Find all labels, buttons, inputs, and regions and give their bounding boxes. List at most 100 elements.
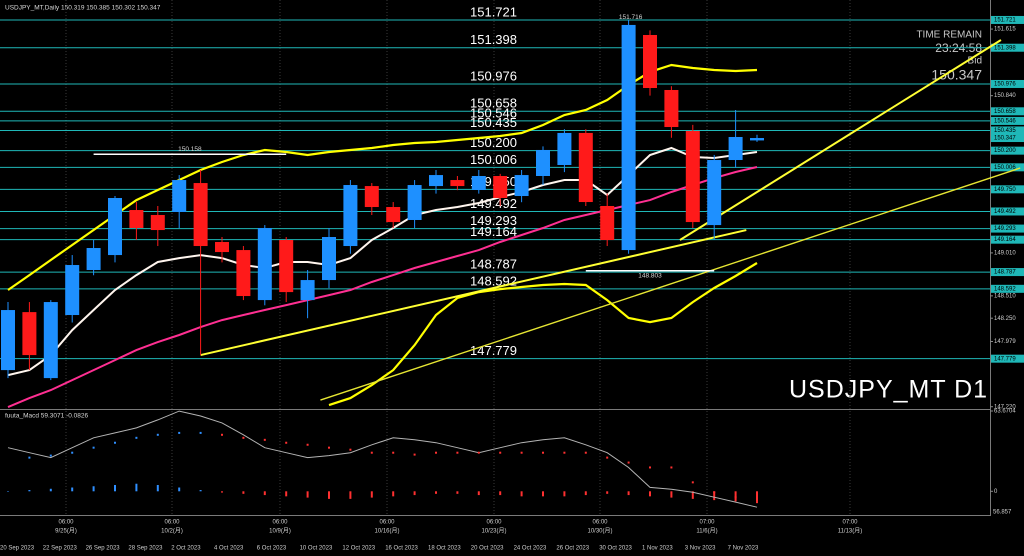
macd-histogram-bar [199,490,202,492]
candle-body [43,302,58,379]
macd-histogram-bar [563,491,566,497]
x-tick-label: 20 Oct 2023 [471,546,504,552]
separator-time: 06:00 [272,520,288,526]
separator-time: 06:00 [379,520,395,526]
separator-time: 06:00 [58,520,74,526]
level-axis-box [991,268,1024,277]
macd-dot [306,443,309,446]
macd-histogram-bar [413,491,416,496]
macd-histogram-bar [499,491,502,496]
level-label: 148.787 [470,257,517,272]
symbol-title: USDJPY_MT D1 [789,376,988,404]
macd-dot [156,433,159,436]
level-label: 150.976 [470,68,517,83]
level-label: 149.164 [470,224,517,239]
candle-body [664,89,679,128]
x-tick-label: 12 Oct 2023 [342,546,375,552]
candle-body [257,227,272,301]
macd-histogram-bar [263,491,266,496]
level-axis-label: 150.976 [994,82,1016,88]
level-label: 148.592 [470,273,517,288]
candle-body [450,180,465,187]
level-axis-label: 147.779 [994,356,1016,362]
macd-histogram-bar [28,490,31,492]
x-tick-label: 30 Oct 2023 [599,546,632,552]
macd-dot [756,501,758,504]
macd-dot [114,441,116,444]
level-label: 150.435 [470,115,517,130]
trend-line [200,229,747,357]
y-tick-label: 151.615 [994,27,1016,33]
bid-label: Bid [968,56,982,67]
x-tick-label: 20 Sep 2023 [0,546,35,552]
separator-date: 10/30(月) [587,528,612,535]
bid-price: 150.347 [931,67,982,83]
indicator-line [328,262,758,407]
x-tick-label: 28 Sep 2023 [128,546,163,552]
candle-body [1,310,15,371]
candle-body [514,175,529,197]
x-tick-label: 10 Oct 2023 [300,546,333,552]
separator-date: 11/13(月) [838,528,863,535]
x-tick-label: 18 Oct 2023 [428,546,461,552]
macd-dot [477,451,480,454]
candle-body [193,183,208,247]
level-axis-box [991,43,1024,52]
x-tick-label: 26 Oct 2023 [556,546,589,552]
macd-histogram-bar [328,491,330,499]
macd-histogram-bar [756,491,758,502]
level-axis-box [991,107,1024,116]
y-tick-label: 150.840 [994,93,1016,99]
level-axis-box [991,126,1024,135]
macd-histogram-bar [370,491,373,498]
level-axis-label: 150.658 [994,109,1016,115]
macd-dot [242,436,245,439]
macd-dot [285,441,288,444]
level-label: 151.398 [470,32,517,47]
macd-histogram-bar [306,491,309,498]
macd-dot [392,451,395,454]
macd-histogram-bar [92,486,95,492]
separator-date: 10/23(月) [481,528,506,535]
bid-axis-box [991,134,1024,143]
level-axis-label: 148.592 [994,286,1016,292]
level-label: 150.546 [470,105,517,120]
level-axis-label: 150.435 [994,128,1016,134]
macd-dot [734,496,737,499]
candle-body [386,207,401,223]
y-tick-label: 148.510 [994,293,1016,299]
macd-dot [221,433,223,436]
macd-histogram-bar [114,484,116,492]
macd-histogram-bar [156,484,159,492]
x-tick-label: 7 Nov 2023 [728,546,759,552]
level-axis-label: 148.787 [994,270,1016,276]
price-marker-label: 150.158 [178,146,202,153]
macd-histogram-bar [649,491,651,497]
macd-histogram-bar [627,491,630,496]
macd-dot [584,451,587,454]
trend-line [679,39,1002,241]
macd-histogram-bar [713,491,716,501]
macd-histogram-bar [349,491,352,499]
macd-histogram-bar [71,487,74,492]
candle-body [129,210,144,228]
macd-dot [670,466,673,469]
macd-histogram-bar [477,491,480,496]
macd-histogram-bar [178,487,181,492]
macd-dot [328,446,330,449]
macd-title: fuuta_Macd 59.3071 -0.0826 [5,413,89,420]
candle-body [364,186,379,208]
x-tick-label: 6 Oct 2023 [257,546,287,552]
macd-dot [199,431,202,434]
candle-body [536,149,550,176]
x-tick-label: 2 Oct 2023 [171,546,201,552]
macd-dot [349,448,352,451]
y-tick-label: 148.250 [994,316,1016,322]
separator-time: 06:00 [164,520,180,526]
candle-body [750,138,764,141]
macd-dot [263,438,266,441]
candle-body [578,132,593,203]
level-axis-label: 150.546 [994,118,1016,124]
y-tick-label: 147.979 [994,339,1016,345]
